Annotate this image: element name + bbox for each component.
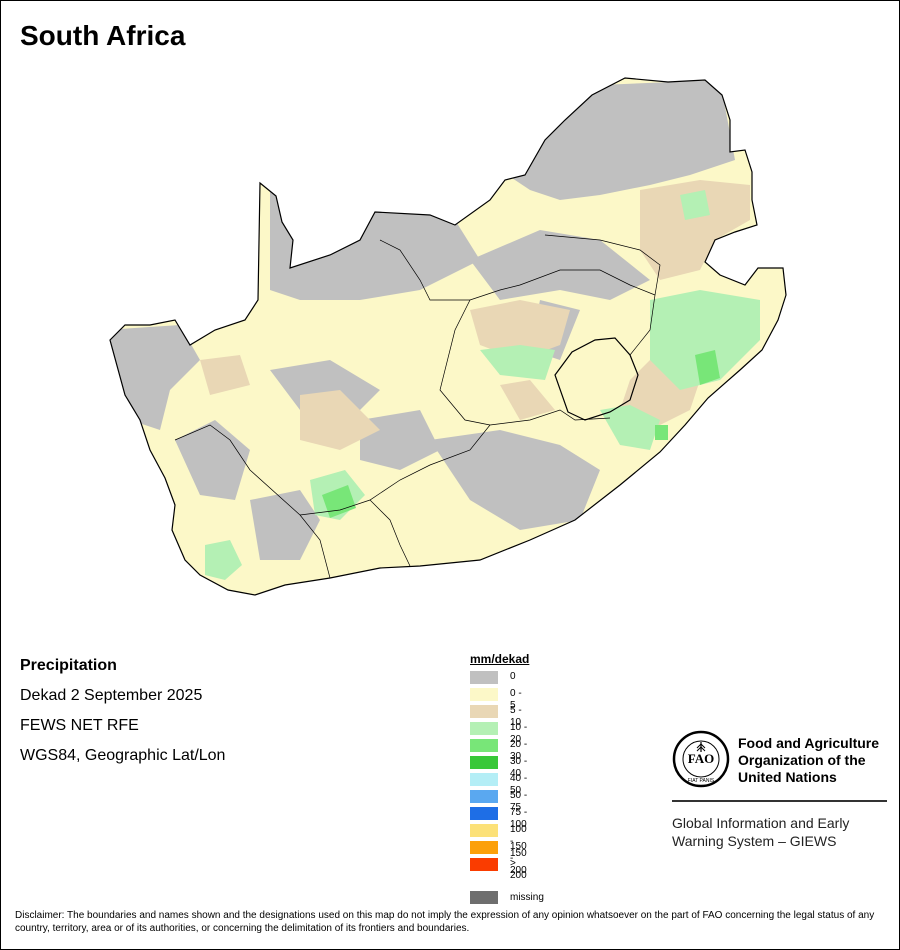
fao-name-line1: Food and Agriculture xyxy=(738,735,880,751)
legend-item: 0 - 5 xyxy=(470,687,529,711)
precipitation-map xyxy=(109,77,787,596)
legend-item: 40 - 50 xyxy=(470,772,529,796)
legend-item: 50 - 75 xyxy=(470,789,529,813)
legend-swatch xyxy=(470,858,498,871)
legend-item: 10 - 20 xyxy=(470,721,529,745)
legend-item: > 200 xyxy=(470,857,529,881)
giews-line1: Global Information and Early xyxy=(672,815,850,831)
logo-divider xyxy=(672,800,887,802)
legend-item: 30 - 40 xyxy=(470,755,529,779)
legend-item: 75 - 100 xyxy=(470,806,529,830)
legend-label: 0 - 5 xyxy=(510,688,522,711)
legend-label: 10 - 20 xyxy=(510,722,528,745)
legend-swatch xyxy=(470,688,498,701)
legend-item-missing: missing xyxy=(470,890,544,907)
legend-label: 150 - 200 xyxy=(510,841,527,876)
giews-line2: Warning System – GIEWS xyxy=(672,833,837,849)
legend-swatch xyxy=(470,790,498,803)
legend-swatch xyxy=(470,671,498,684)
fao-name-line2: Organization of the xyxy=(738,752,866,768)
fao-emblem-letters: FAO xyxy=(688,751,714,766)
map-title: South Africa xyxy=(20,20,186,51)
fao-emblem-motto: FIAT PANIS xyxy=(688,778,715,784)
map-info: Precipitation Dekad 2 September 2025 FEW… xyxy=(20,656,225,776)
legend-item: 150 - 200 xyxy=(470,840,529,876)
legend-item: 20 - 30 xyxy=(470,738,529,762)
legend-label: 75 - 100 xyxy=(510,807,528,830)
projection-label: WGS84, Geographic Lat/Lon xyxy=(20,747,226,764)
legend-swatch xyxy=(470,739,498,752)
legend-label: 5 - 10 xyxy=(510,705,522,728)
legend-swatch xyxy=(470,705,498,718)
giews-name: Global Information and Early Warning Sys… xyxy=(672,814,849,850)
legend-swatch xyxy=(470,722,498,735)
legend-label: 50 - 75 xyxy=(510,790,528,813)
legend-label: 30 - 40 xyxy=(510,756,528,779)
legend-label: 100 - 150 xyxy=(510,824,527,859)
legend-label: 40 - 50 xyxy=(510,773,528,796)
legend-title: mm/dekad xyxy=(470,652,530,666)
legend-label: 0 xyxy=(510,671,516,682)
disclaimer: Disclaimer: The boundaries and names sho… xyxy=(15,910,875,934)
legend-label: 20 - 30 xyxy=(510,739,528,762)
legend-item: 5 - 10 xyxy=(470,704,529,728)
legend-swatch xyxy=(470,756,498,769)
legend-label: > 200 xyxy=(510,858,527,881)
legend-swatch-missing xyxy=(470,891,498,904)
source-label: FEWS NET RFE xyxy=(20,717,139,734)
legend-item: 100 - 150 xyxy=(470,823,529,859)
period-label: Dekad 2 September 2025 xyxy=(20,687,203,704)
legend-item: 0 xyxy=(470,670,529,687)
fao-logo-icon: FAO FIAT PANIS xyxy=(672,730,730,788)
legend-swatch xyxy=(470,841,498,854)
variable-label: Precipitation xyxy=(20,657,117,674)
legend-label-missing: missing xyxy=(510,892,544,903)
fao-name: Food and Agriculture Organization of the… xyxy=(738,735,879,786)
legend-swatch xyxy=(470,807,498,820)
legend-swatch xyxy=(470,824,498,837)
fao-name-line3: United Nations xyxy=(738,769,837,785)
legend-swatch xyxy=(470,773,498,786)
